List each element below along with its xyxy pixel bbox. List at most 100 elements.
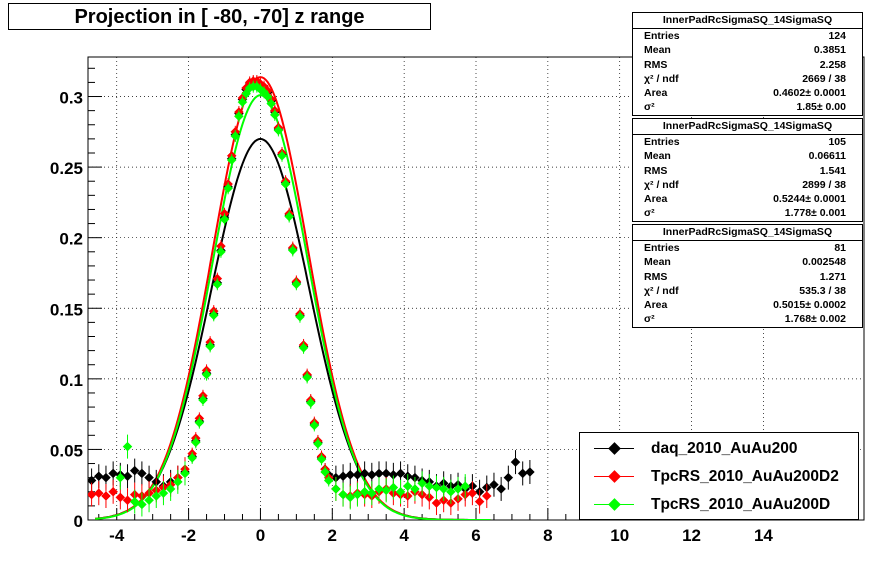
stats-row: χ² / ndf 2669 / 38 bbox=[633, 72, 862, 86]
data-point bbox=[345, 492, 356, 503]
data-point bbox=[305, 397, 316, 408]
stats-value: 1.778± 0.001 bbox=[784, 207, 846, 220]
data-point bbox=[388, 482, 399, 493]
data-point bbox=[122, 441, 133, 452]
stats-key: χ² / ndf bbox=[644, 178, 679, 191]
stats-key: χ² / ndf bbox=[644, 72, 679, 85]
stats-value: 1.85± 0.00 bbox=[796, 101, 846, 114]
data-point bbox=[284, 211, 295, 222]
data-point bbox=[323, 475, 334, 486]
data-point bbox=[331, 484, 341, 494]
stats-row: χ² / ndf 535.3 / 38 bbox=[633, 284, 862, 298]
stats-row: Mean 0.3851 bbox=[633, 43, 862, 57]
data-point bbox=[269, 110, 280, 120]
data-point bbox=[137, 499, 147, 510]
legend-label: daq_2010_AuAu200 bbox=[651, 440, 798, 457]
data-point bbox=[151, 491, 162, 501]
data-point bbox=[424, 481, 435, 491]
data-point bbox=[453, 484, 463, 494]
x-tick-label: 0 bbox=[256, 526, 265, 545]
data-point bbox=[474, 496, 485, 507]
data-point bbox=[359, 486, 370, 497]
data-point bbox=[510, 457, 521, 467]
stats-key: Entries bbox=[644, 136, 680, 148]
data-point bbox=[309, 420, 320, 431]
legend-marker-icon bbox=[608, 470, 621, 483]
data-point bbox=[129, 496, 140, 507]
data-point bbox=[481, 491, 492, 501]
stats-value: 535.3 / 38 bbox=[799, 284, 846, 297]
data-point bbox=[402, 481, 413, 491]
data-point bbox=[345, 469, 356, 480]
data-point bbox=[226, 155, 237, 165]
x-tick-label: 14 bbox=[754, 526, 773, 545]
data-point bbox=[320, 467, 330, 477]
data-point bbox=[280, 179, 291, 189]
data-point bbox=[198, 395, 208, 405]
legend-label: TpcRS_2010_AuAu200D2 bbox=[651, 468, 839, 485]
data-point bbox=[298, 342, 309, 353]
data-point bbox=[410, 484, 420, 494]
legend-marker-icon bbox=[608, 442, 621, 455]
stats-value: 105 bbox=[828, 136, 846, 148]
stats-value: 0.5015± 0.0002 bbox=[773, 299, 846, 312]
stats-key: Area bbox=[644, 299, 668, 312]
stats-key: Area bbox=[644, 193, 668, 206]
data-point bbox=[273, 125, 284, 136]
stats-box-2: InnerPadRcSigmaSQ_14SigmaSQ Entries 105 M… bbox=[632, 118, 863, 222]
stats-value: 2669 / 38 bbox=[802, 72, 846, 85]
data-point bbox=[216, 246, 226, 257]
data-point bbox=[460, 481, 471, 491]
stats-row: σ² 1.85± 0.00 bbox=[633, 100, 862, 114]
y-tick-label: 0 bbox=[74, 512, 83, 531]
stats-key: Mean bbox=[644, 256, 671, 269]
stats-row: Mean 0.06611 bbox=[633, 149, 862, 163]
x-tick-label: 2 bbox=[328, 526, 337, 545]
data-point bbox=[366, 488, 377, 499]
legend-entry-tpcrs-d: TpcRS_2010_AuAu200D bbox=[580, 491, 858, 518]
stats-row: Entries 105 bbox=[633, 135, 862, 149]
data-point bbox=[108, 486, 119, 497]
stats-value: 1.768± 0.002 bbox=[784, 313, 846, 326]
data-point bbox=[172, 477, 183, 487]
x-tick-label: 6 bbox=[471, 526, 480, 545]
data-point bbox=[302, 372, 313, 383]
data-point bbox=[395, 486, 406, 497]
data-point bbox=[417, 478, 427, 489]
stats-box-1: InnerPadRcSigmaSQ_14SigmaSQ Entries 124 M… bbox=[632, 12, 863, 116]
stats-key: Mean bbox=[644, 44, 671, 57]
stats-box-name: InnerPadRcSigmaSQ_14SigmaSQ bbox=[633, 13, 862, 29]
data-point bbox=[503, 472, 514, 483]
stats-key: σ² bbox=[644, 101, 655, 114]
x-tick-label: -2 bbox=[181, 526, 196, 545]
stats-row: RMS 1.271 bbox=[633, 270, 862, 284]
x-tick-label: 10 bbox=[610, 526, 629, 545]
stats-key: χ² / ndf bbox=[644, 284, 679, 297]
data-point bbox=[395, 468, 406, 479]
y-tick-label: 0.05 bbox=[50, 441, 83, 460]
chart-title: Projection in [ -80, -70] z range bbox=[8, 3, 431, 30]
data-point bbox=[266, 98, 277, 109]
stats-box-3: InnerPadRcSigmaSQ_14SigmaSQ Entries 81 Me… bbox=[632, 224, 863, 328]
stats-row: Entries 81 bbox=[633, 241, 862, 255]
data-point bbox=[101, 491, 111, 501]
legend: daq_2010_AuAu200 TpcRS_2010_AuAu200D2 Tp… bbox=[579, 432, 859, 520]
data-point bbox=[467, 488, 478, 499]
data-point bbox=[129, 465, 140, 476]
x-tick-label: 12 bbox=[682, 526, 701, 545]
stats-row: σ² 1.778± 0.001 bbox=[633, 206, 862, 220]
fit-curve-TpcRS_2010_AuAu200D bbox=[95, 94, 491, 520]
stats-box-name: InnerPadRcSigmaSQ_14SigmaSQ bbox=[633, 119, 862, 135]
stats-row: χ² / ndf 2899 / 38 bbox=[633, 178, 862, 192]
stats-key: RMS bbox=[644, 270, 668, 283]
stats-value: 0.3851 bbox=[813, 44, 846, 57]
stats-row: σ² 1.768± 0.002 bbox=[633, 312, 862, 326]
data-point bbox=[180, 468, 190, 479]
legend-marker-icon bbox=[608, 498, 621, 511]
x-tick-label: -4 bbox=[109, 526, 125, 545]
data-point bbox=[295, 311, 305, 322]
stats-row: Area 0.4602± 0.0001 bbox=[633, 86, 862, 100]
data-point bbox=[525, 467, 535, 477]
data-point bbox=[219, 214, 230, 225]
stats-row: Mean 0.002548 bbox=[633, 255, 862, 269]
